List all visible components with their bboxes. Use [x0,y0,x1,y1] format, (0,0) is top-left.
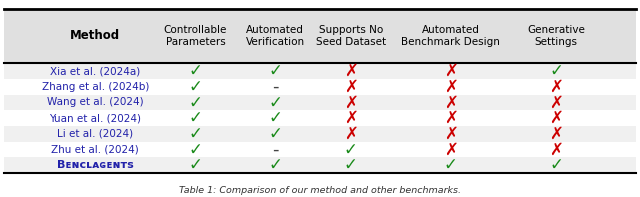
Text: ✓: ✓ [344,140,358,158]
Text: ✗: ✗ [444,109,458,127]
Text: ✓: ✓ [549,62,563,80]
Bar [4,95,636,110]
Text: ✓: ✓ [189,93,202,112]
Text: Li et al. (2024): Li et al. (2024) [57,129,133,139]
Text: Automated
Benchmark Design: Automated Benchmark Design [401,25,500,47]
Bar [4,8,636,63]
Text: ✓: ✓ [189,125,202,143]
Text: ✗: ✗ [344,62,358,80]
Text: ✗: ✗ [344,78,358,96]
Text: ✗: ✗ [444,125,458,143]
Text: ✗: ✗ [444,62,458,80]
Text: Bᴇɴᴄʟᴀɢᴇɴᴛѕ: Bᴇɴᴄʟᴀɢᴇɴᴛѕ [57,160,134,170]
Bar [4,79,636,95]
Text: Table 1: Comparison of our method and other benchmarks.: Table 1: Comparison of our method and ot… [179,186,461,195]
Text: ✗: ✗ [444,78,458,96]
Text: ✓: ✓ [268,156,282,174]
Text: ✓: ✓ [189,109,202,127]
Text: ✗: ✗ [549,140,563,158]
Text: Automated
Verification: Automated Verification [246,25,305,47]
Text: Yuan et al. (2024): Yuan et al. (2024) [49,113,141,123]
Bar [4,110,636,126]
Text: ✓: ✓ [189,78,202,96]
Text: ✓: ✓ [189,156,202,174]
Bar [4,126,636,141]
Text: ✗: ✗ [344,109,358,127]
Text: -: - [272,78,278,96]
Text: Zhu et al. (2024): Zhu et al. (2024) [51,144,139,154]
Text: Xia et al. (2024a): Xia et al. (2024a) [50,66,140,76]
Bar [4,63,636,79]
Text: ✓: ✓ [344,156,358,174]
Text: ✓: ✓ [268,62,282,80]
Text: ✓: ✓ [189,62,202,80]
Text: ✗: ✗ [344,93,358,112]
Bar [4,157,636,173]
Text: ✗: ✗ [444,93,458,112]
Text: ✓: ✓ [268,125,282,143]
Text: Generative
Settings: Generative Settings [527,25,585,47]
Text: ✗: ✗ [344,125,358,143]
Text: ✗: ✗ [549,109,563,127]
Text: Wang et al. (2024): Wang et al. (2024) [47,97,143,107]
Text: ✓: ✓ [189,140,202,158]
Text: Method: Method [70,29,120,42]
Text: ✓: ✓ [268,93,282,112]
Text: Controllable
Parameters: Controllable Parameters [164,25,227,47]
Text: ✗: ✗ [549,78,563,96]
Text: ✗: ✗ [549,93,563,112]
Text: ✓: ✓ [549,156,563,174]
Text: ✗: ✗ [549,125,563,143]
Text: ✓: ✓ [268,109,282,127]
Text: ✓: ✓ [444,156,458,174]
Text: Supports No
Seed Dataset: Supports No Seed Dataset [316,25,386,47]
Bar [4,141,636,157]
Text: ✗: ✗ [444,140,458,158]
Text: -: - [272,140,278,158]
Text: Zhang et al. (2024b): Zhang et al. (2024b) [42,82,149,92]
